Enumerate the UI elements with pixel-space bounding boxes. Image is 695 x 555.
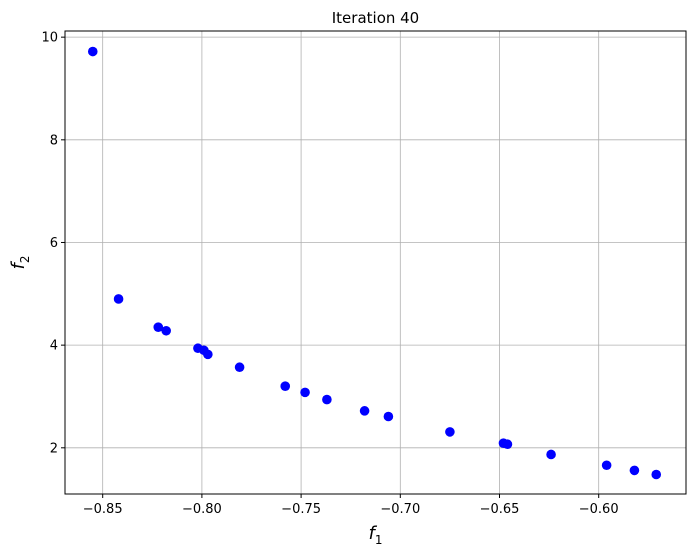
y-tick-label: 10 bbox=[41, 31, 58, 46]
y-axis-label-base: f bbox=[8, 260, 29, 269]
data-point bbox=[153, 322, 164, 332]
data-point bbox=[502, 439, 513, 450]
y-tick-label: 4 bbox=[50, 339, 58, 354]
x-tick-label: −0.80 bbox=[182, 502, 222, 517]
x-tick-label: −0.65 bbox=[480, 502, 520, 517]
chart-title: Iteration 40 bbox=[332, 9, 419, 27]
data-point bbox=[203, 349, 213, 360]
x-tick-label: −0.85 bbox=[83, 502, 123, 517]
data-point bbox=[359, 406, 370, 416]
data-points bbox=[87, 46, 662, 480]
y-tick-label: 8 bbox=[50, 133, 58, 148]
data-point bbox=[601, 460, 612, 471]
data-point bbox=[161, 325, 171, 336]
plot-area-frame bbox=[64, 30, 687, 495]
data-point bbox=[234, 362, 245, 373]
data-point bbox=[87, 46, 98, 57]
data-point bbox=[629, 465, 640, 476]
y-axis-ticks: 2 4 6 8 10 bbox=[41, 31, 65, 456]
data-point bbox=[383, 411, 394, 422]
y-axis-label-subscript: 2 bbox=[18, 256, 32, 264]
y-tick-label: 6 bbox=[50, 236, 58, 251]
x-axis-ticks: −0.85 −0.80 −0.75 −0.70 −0.65 −0.60 bbox=[83, 494, 619, 517]
x-tick-label: −0.70 bbox=[380, 502, 420, 517]
data-point bbox=[445, 427, 455, 437]
data-point bbox=[280, 381, 291, 392]
data-point bbox=[546, 449, 556, 460]
data-point bbox=[113, 294, 124, 304]
y-tick-label: 2 bbox=[50, 441, 58, 456]
grid bbox=[65, 31, 686, 494]
x-axis-label: f1 bbox=[369, 523, 383, 547]
x-tick-label: −0.75 bbox=[281, 502, 321, 517]
x-axis-label-subscript: 1 bbox=[375, 533, 383, 547]
x-tick-label: −0.60 bbox=[579, 502, 619, 517]
data-point bbox=[322, 394, 332, 405]
y-axis-label: f2 bbox=[8, 256, 32, 270]
x-axis-label-base: f bbox=[369, 523, 378, 544]
data-point bbox=[651, 469, 662, 480]
data-point bbox=[300, 387, 310, 398]
